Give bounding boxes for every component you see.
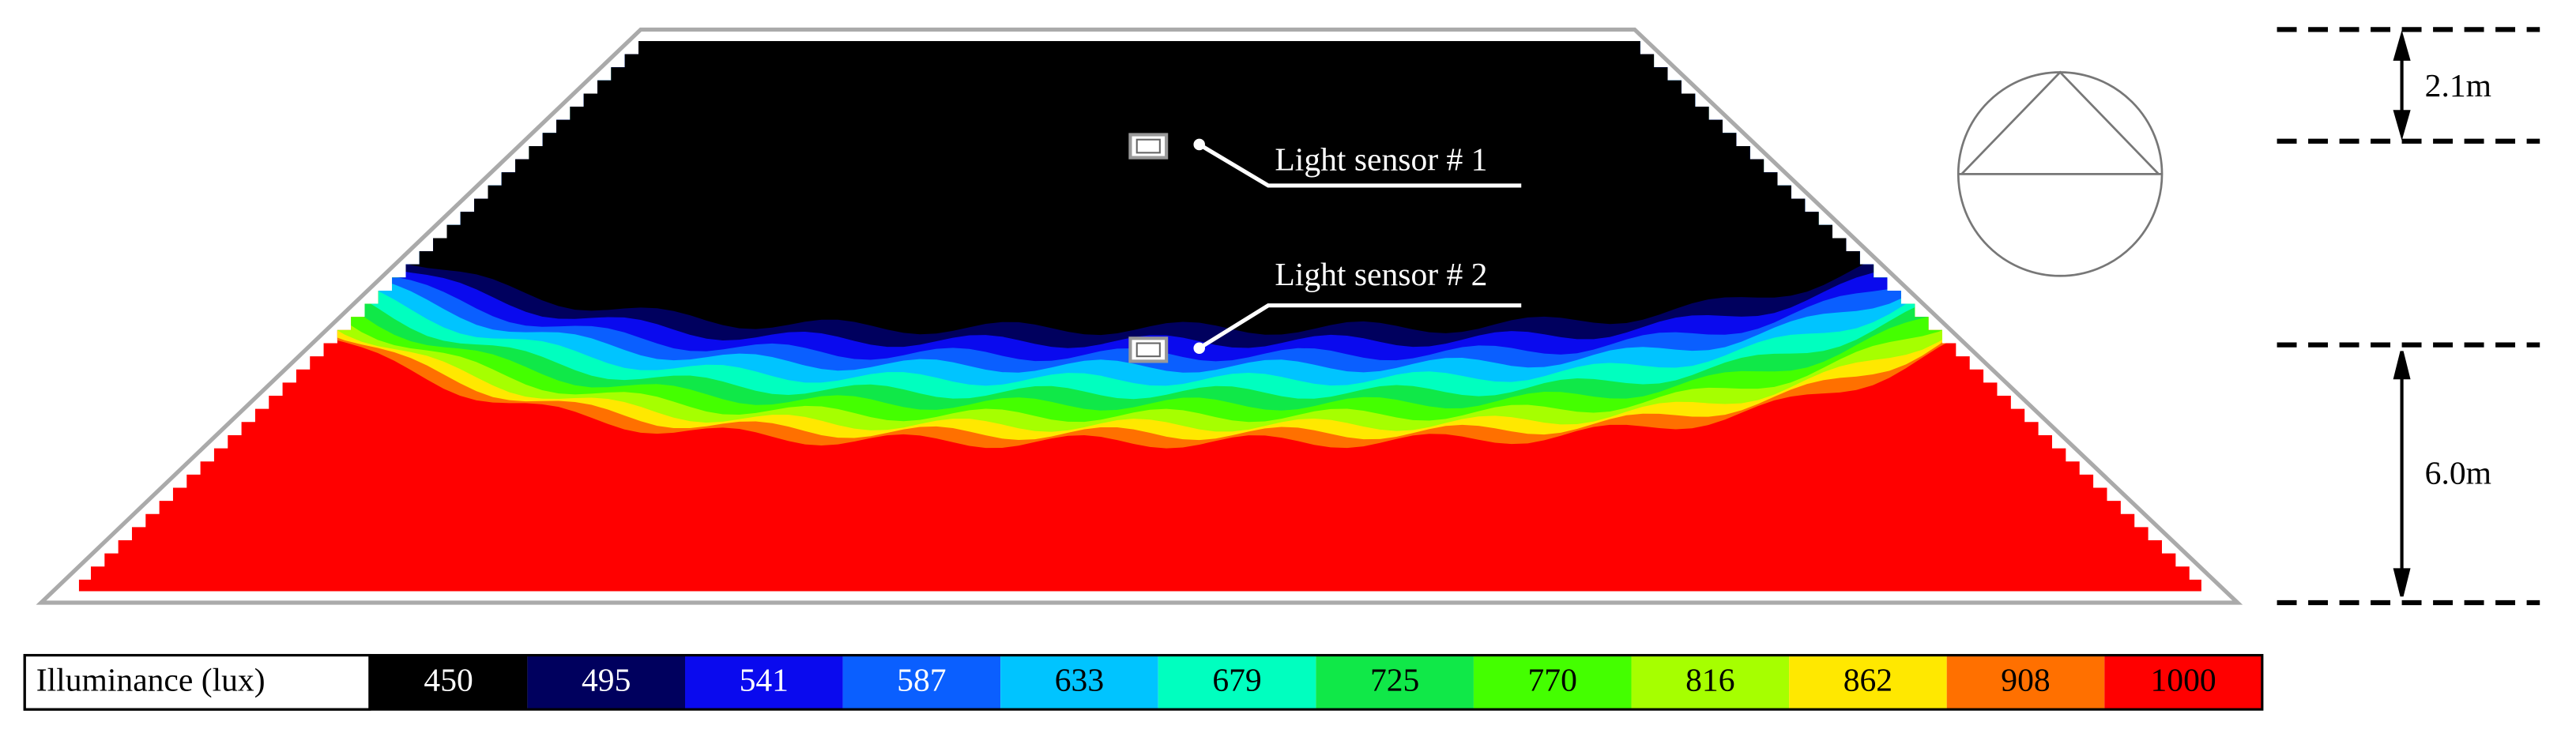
legend-value: 541 [740, 661, 789, 697]
sensor-box-inner [1135, 342, 1161, 358]
legend-value: 816 [1685, 661, 1734, 697]
legend-swatch [1631, 655, 1790, 710]
legend-swatch [2104, 655, 2262, 710]
sensor-label: Light sensor # 1 [1275, 141, 1487, 177]
legend-swatch [1789, 655, 1947, 710]
orientation-symbol [1956, 70, 2164, 277]
legend-value: 679 [1212, 661, 1261, 697]
legend-swatch [1946, 655, 2105, 710]
legend-swatch [1000, 655, 1158, 710]
legend-value: 862 [1843, 661, 1892, 697]
legend-swatch [1158, 655, 1316, 710]
legend-border [23, 653, 2264, 711]
legend-swatch [842, 655, 1001, 710]
legend-value: 450 [424, 661, 473, 697]
legend-swatch [684, 655, 843, 710]
dimension-label: 6.0m [2425, 454, 2491, 491]
legend-value: 495 [582, 661, 631, 697]
legend-swatch [1473, 655, 1632, 710]
legend-swatch [369, 655, 528, 710]
legend-value: 633 [1055, 661, 1104, 697]
legend: Illuminance (lux) 450 495 541 587 633 679 725 7… [23, 653, 2264, 711]
sensor-label: Light sensor # 2 [1275, 256, 1487, 292]
sensor-box-inner [1135, 138, 1161, 154]
legend-value: 908 [2001, 661, 2050, 697]
legend-title: Illuminance (lux) [36, 661, 266, 698]
legend-swatch [527, 655, 685, 710]
legend-swatch [1316, 655, 1474, 710]
legend-value: 587 [897, 661, 946, 697]
dimension-arrows [2393, 30, 2411, 597]
heat-band [78, 40, 2201, 336]
room-outline [36, 27, 2243, 605]
dimension-label: 2.1m [2425, 67, 2491, 103]
legend-value: 1000 [2150, 661, 2216, 697]
leader-line [1198, 142, 1522, 188]
heatmap [78, 40, 2201, 592]
legend-value: 770 [1528, 661, 1577, 697]
dimension-lines [2277, 27, 2540, 606]
leader-line [1198, 303, 1522, 350]
legend-value: 725 [1370, 661, 1419, 697]
